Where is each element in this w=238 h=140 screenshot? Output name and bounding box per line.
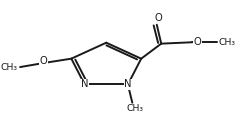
- Text: CH₃: CH₃: [126, 104, 143, 113]
- Text: N: N: [124, 80, 132, 89]
- Text: O: O: [40, 56, 47, 66]
- Text: O: O: [154, 13, 162, 23]
- Text: CH₃: CH₃: [218, 38, 235, 47]
- Text: O: O: [193, 37, 201, 46]
- Text: N: N: [81, 80, 88, 89]
- Text: CH₃: CH₃: [1, 63, 18, 72]
